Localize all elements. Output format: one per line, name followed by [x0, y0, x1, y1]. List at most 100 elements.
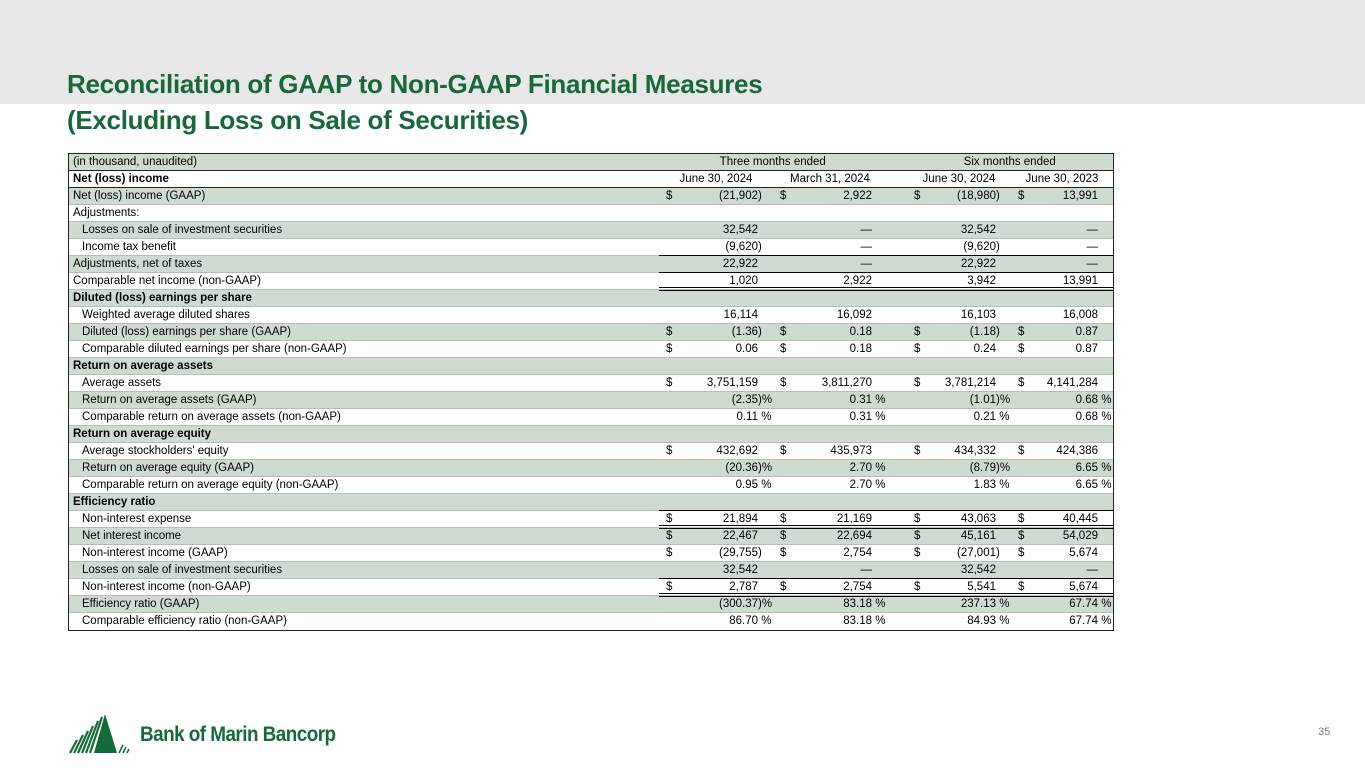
- value-suffix: [1098, 307, 1113, 323]
- table-row: Average stockholders' equity $432,692 $435…: [69, 443, 1113, 460]
- row-values: 22,922 — 22,922 —: [659, 256, 1113, 273]
- table-subheader-row: Net (loss) income June 30, 2024 March 31, …: [69, 171, 1113, 188]
- dollar-sign: [1018, 596, 1029, 612]
- value: 22,467: [722, 530, 758, 542]
- dollar-sign: [780, 409, 791, 425]
- value-suffix: %: [872, 411, 886, 423]
- row-label: Losses on sale of investment securities: [82, 564, 283, 576]
- value: (20.36: [725, 462, 758, 474]
- value: 13,991: [1062, 275, 1098, 287]
- value-suffix: [1098, 341, 1113, 357]
- row-values: (300.37)% 83.18 % 237.13 % 67.74 %: [659, 596, 1113, 612]
- value: 0.95: [735, 479, 758, 491]
- dollar-sign: [1018, 409, 1029, 425]
- dollar-sign: $: [666, 343, 673, 355]
- row-label: Return on average equity (GAAP): [82, 462, 254, 474]
- value: (29,755: [718, 547, 758, 559]
- dollar-sign: $: [780, 445, 787, 457]
- date-headers: June 30, 2024 March 31, 2024 June 30, 2024…: [659, 171, 1113, 187]
- dollar-sign: $: [914, 581, 921, 593]
- value-cell: 16,103: [907, 307, 1011, 323]
- dollar-sign: [780, 222, 791, 238]
- row-values: $22,467 $22,694 $45,161 $54,029: [659, 528, 1113, 544]
- value-cell: 1.83 %: [907, 477, 1011, 493]
- value-cell: 0.11 %: [659, 409, 773, 425]
- value-cell: 0.31 %: [773, 409, 887, 425]
- value-cell: 0.95 %: [659, 477, 773, 493]
- dollar-sign: $: [914, 190, 921, 202]
- dollar-sign: $: [1018, 530, 1025, 542]
- value: 43,063: [960, 513, 996, 525]
- row-values: (9,620) — (9,620) —: [659, 239, 1113, 256]
- value: 32,542: [722, 564, 758, 576]
- dollar-sign: $: [666, 513, 673, 525]
- value: 32,542: [960, 564, 996, 576]
- dollar-sign: [666, 307, 677, 323]
- accounting-rule-single: [659, 272, 1113, 273]
- value: 1,020: [729, 275, 758, 287]
- value-cell: $22,467: [659, 528, 773, 544]
- value-suffix: [996, 375, 1011, 391]
- dollar-sign: $: [666, 190, 673, 202]
- value-cell: $435,973: [773, 443, 887, 459]
- value: 83.18: [843, 615, 872, 627]
- value-suffix: ): [758, 326, 762, 338]
- accounting-rule-single: [659, 578, 1113, 579]
- row-label: Diluted (loss) earnings per share: [73, 292, 252, 304]
- row-label: Efficiency ratio: [73, 496, 156, 508]
- value-cell: $54,029: [1011, 528, 1113, 544]
- row-values: 0.95 % 2.70 % 1.83 % 6.65 %: [659, 477, 1113, 493]
- dollar-sign: $: [914, 377, 921, 389]
- row-values: (2.35)% 0.31 % (1.01)% 0.68 %: [659, 392, 1113, 408]
- dollar-sign: [666, 477, 677, 493]
- table-row: Diluted (loss) earnings per share (GAAP)…: [69, 324, 1113, 341]
- page-title: Reconciliation of GAAP to Non-GAAP Finan…: [67, 66, 763, 138]
- value-suffix: %: [872, 462, 886, 474]
- dollar-sign: [780, 613, 791, 630]
- value: (2.35: [731, 394, 758, 406]
- value-cell: $3,811,270: [773, 375, 887, 391]
- value-suffix: [1098, 188, 1113, 204]
- value-cell: $21,169: [773, 511, 887, 527]
- row-label: Diluted (loss) earnings per share (GAAP): [82, 326, 291, 338]
- value-cell: 84.93 %: [907, 613, 1011, 630]
- value: 5,541: [967, 581, 996, 593]
- value-suffix: [996, 562, 1011, 578]
- mountain-logo-icon: [68, 710, 132, 759]
- dollar-sign: [780, 307, 791, 323]
- value-suffix: [996, 341, 1011, 357]
- table-row: Adjustments, net of taxes 22,922 — 22,922 —: [69, 256, 1113, 273]
- table-row: Adjustments:: [69, 205, 1113, 222]
- dollar-sign: [1018, 392, 1029, 408]
- dollar-sign: $: [780, 513, 787, 525]
- dollar-sign: [780, 477, 791, 493]
- row-label: Efficiency ratio (GAAP): [82, 598, 200, 610]
- value-cell: 22,922: [659, 256, 773, 272]
- row-values: 86.70 % 83.18 % 84.93 % 67.74 %: [659, 613, 1113, 630]
- value: 3,751,159: [706, 377, 758, 389]
- value: (9,620: [725, 241, 758, 253]
- value-suffix: [758, 256, 773, 272]
- accounting-rule-single: [659, 510, 1113, 511]
- value-cell: 67.74 %: [1011, 596, 1113, 612]
- row-values: $ (29,755) $2,754 $ (27,001) $5,674: [659, 545, 1113, 561]
- gaap-reconciliation-table: (in thousand, unaudited) Three months end…: [68, 153, 1114, 631]
- value-cell: $40,445: [1011, 511, 1113, 527]
- value: 16,008: [1062, 309, 1098, 321]
- dollar-sign: $: [914, 513, 921, 525]
- value-suffix: [1098, 324, 1113, 340]
- table-row: Comparable return on average equity (non…: [69, 477, 1113, 494]
- dollar-sign: $: [914, 343, 921, 355]
- value-suffix: [996, 222, 1011, 238]
- row-label: Return on average assets (GAAP): [82, 394, 257, 406]
- dollar-sign: [1018, 239, 1029, 255]
- value-cell: 237.13 %: [907, 596, 1011, 612]
- value: 4,141,284: [1046, 377, 1098, 389]
- dollar-sign: [780, 256, 791, 272]
- row-values: 16,114 16,092 16,103 16,008: [659, 307, 1113, 323]
- value-suffix: %: [996, 598, 1010, 610]
- value: 16,103: [960, 309, 996, 321]
- row-label: Return on average assets: [73, 360, 213, 372]
- dollar-sign: $: [780, 190, 787, 202]
- value: 16,114: [723, 309, 758, 321]
